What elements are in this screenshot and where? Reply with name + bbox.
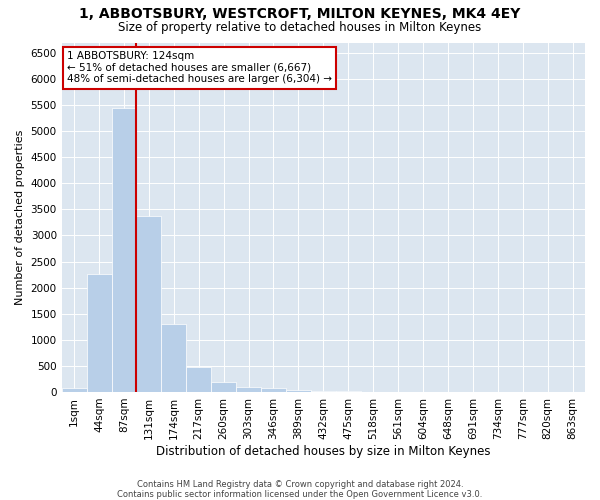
Bar (261, 388, 286, 392)
Bar (186, 367, 211, 392)
Bar (62, 388, 86, 392)
Bar (286, 390, 311, 392)
Bar (236, 386, 261, 392)
Bar (136, 216, 161, 392)
Bar (112, 108, 136, 392)
Bar (161, 324, 186, 392)
Bar (211, 382, 236, 392)
Bar (311, 391, 336, 392)
Text: Size of property relative to detached houses in Milton Keynes: Size of property relative to detached ho… (118, 21, 482, 34)
Y-axis label: Number of detached properties: Number of detached properties (15, 130, 25, 305)
Text: 1 ABBOTSBURY: 124sqm
← 51% of detached houses are smaller (6,667)
48% of semi-de: 1 ABBOTSBURY: 124sqm ← 51% of detached h… (67, 51, 332, 84)
Text: 1, ABBOTSBURY, WESTCROFT, MILTON KEYNES, MK4 4EY: 1, ABBOTSBURY, WESTCROFT, MILTON KEYNES,… (79, 8, 521, 22)
Bar (86, 274, 112, 392)
Text: Contains HM Land Registry data © Crown copyright and database right 2024.
Contai: Contains HM Land Registry data © Crown c… (118, 480, 482, 499)
X-axis label: Distribution of detached houses by size in Milton Keynes: Distribution of detached houses by size … (156, 444, 491, 458)
